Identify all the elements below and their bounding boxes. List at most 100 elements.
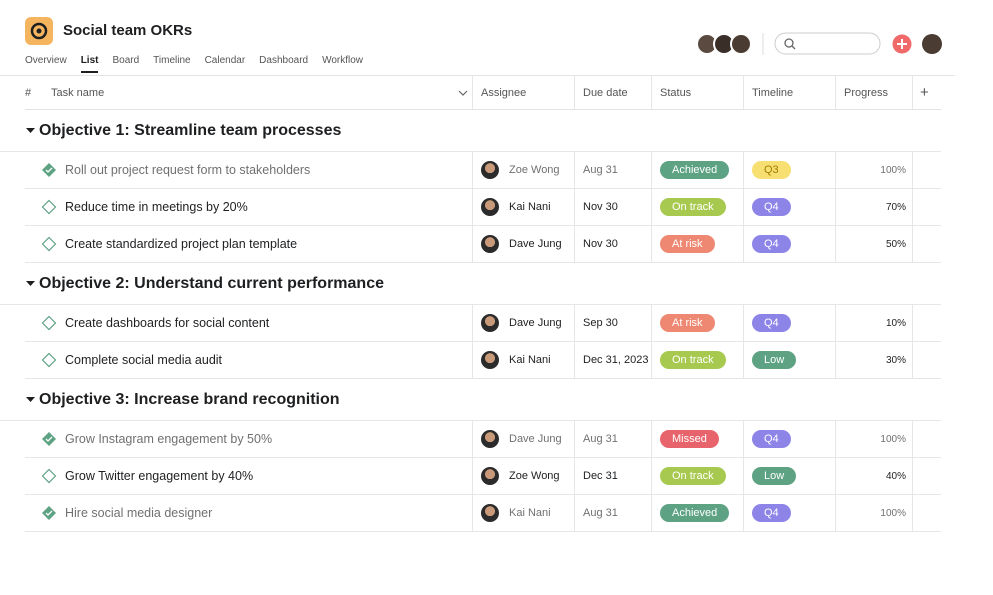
due-date: Dec 31, 2023 <box>575 342 652 378</box>
section-header[interactable]: Objective 3: Increase brand recognition <box>0 379 941 421</box>
assignee-cell: Zoe Wong <box>473 152 575 188</box>
spacer-cell <box>913 152 941 188</box>
completion-diamond[interactable] <box>25 431 65 447</box>
task-row[interactable]: Create standardized project plan templat… <box>25 226 941 263</box>
tab-bar: Overview List Board Timeline Calendar Dashboa… <box>25 55 363 73</box>
progress: 100% <box>836 495 913 531</box>
task-cell: Complete social media audit <box>25 342 473 378</box>
timeline-cell: Low <box>744 342 836 378</box>
task-row[interactable]: Hire social media designer Kai Nani Aug 31… <box>25 495 941 532</box>
status-pill[interactable]: Achieved <box>660 504 730 522</box>
task-cell: Create dashboards for social content <box>25 305 473 341</box>
column-header: # Task name <box>25 76 473 109</box>
spacer-cell <box>913 342 941 378</box>
status-pill[interactable]: At risk <box>660 314 715 332</box>
completion-diamond[interactable] <box>25 505 65 521</box>
completion-diamond[interactable] <box>25 352 65 368</box>
timeline-pill[interactable]: Q4 <box>752 314 791 332</box>
completion-diamond[interactable] <box>25 468 65 484</box>
task-cell: Grow Instagram engagement by 50% <box>25 421 473 457</box>
timeline-pill[interactable]: Q4 <box>752 235 791 253</box>
tab[interactable]: Workflow <box>322 55 364 66</box>
status-pill[interactable]: Missed <box>660 430 719 448</box>
timeline-pill[interactable]: Low <box>752 467 797 485</box>
task-cell: Grow Twitter engagement by 40% <box>25 458 473 494</box>
task-row[interactable]: Complete social media audit Kai Nani Dec 3… <box>25 342 941 379</box>
timeline-pill[interactable]: Low <box>752 351 797 369</box>
task-row[interactable]: Roll out project request form to stakeho… <box>25 152 941 189</box>
section-header[interactable]: Objective 1: Streamline team processes <box>0 110 941 152</box>
spacer-cell <box>913 421 941 457</box>
task-row[interactable]: Grow Instagram engagement by 50% Dave Jun… <box>25 421 941 458</box>
timeline-pill[interactable]: Q3 <box>752 161 791 179</box>
assignee: Dave Jung <box>509 433 562 445</box>
status-cell: At risk <box>652 305 744 341</box>
task-row[interactable]: Create dashboards for social content Dave… <box>25 305 941 342</box>
task-cell: Hire social media designer <box>25 495 473 531</box>
completion-diamond[interactable] <box>25 199 65 215</box>
tab[interactable]: Calendar <box>204 55 246 66</box>
task-row[interactable]: Grow Twitter engagement by 40% Zoe Wong De… <box>25 458 941 495</box>
task-cell: Reduce time in meetings by 20% <box>25 189 473 225</box>
completion-diamond[interactable] <box>25 236 65 252</box>
assignee-cell: Kai Nani <box>473 495 575 531</box>
status-pill[interactable]: On track <box>660 198 726 216</box>
column-header: Due date <box>575 76 652 109</box>
assignee: Kai Nani <box>509 507 551 519</box>
collapse-caret <box>26 127 35 133</box>
completion-diamond[interactable] <box>25 315 65 331</box>
assignee: Dave Jung <box>509 317 562 329</box>
timeline-pill[interactable]: Q4 <box>752 504 791 522</box>
avatar <box>481 235 499 253</box>
assignee-cell: Kai Nani <box>473 189 575 225</box>
progress: 40% <box>836 458 913 494</box>
status-cell: Achieved <box>652 152 744 188</box>
task-name: Grow Twitter engagement by 40% <box>65 469 254 483</box>
search-box[interactable] <box>774 32 881 55</box>
status-pill[interactable]: At risk <box>660 235 715 253</box>
task-row[interactable]: Reduce time in meetings by 20% Kai Nani No… <box>25 189 941 226</box>
status-pill[interactable]: Achieved <box>660 161 730 179</box>
column-header: Timeline <box>744 76 836 109</box>
timeline-cell: Low <box>744 458 836 494</box>
column-header: Task name <box>51 86 105 99</box>
column-header: # <box>25 86 32 99</box>
section-title: Objective 1: Streamline team processes <box>39 121 342 139</box>
timeline-cell: Q4 <box>744 495 836 531</box>
tab[interactable]: Board <box>112 55 140 66</box>
timeline-pill[interactable]: Q4 <box>752 198 791 216</box>
task-name: Create standardized project plan templat… <box>65 237 298 251</box>
tab[interactable]: Timeline <box>153 55 191 66</box>
project-icon <box>25 17 53 45</box>
add-button[interactable] <box>892 34 912 54</box>
progress: 100% <box>836 421 913 457</box>
column-header[interactable]: + <box>920 84 929 101</box>
task-cell: Create standardized project plan templat… <box>25 226 473 262</box>
status-cell: On track <box>652 189 744 225</box>
member-avatars[interactable] <box>696 33 752 55</box>
due-date: Nov 30 <box>575 189 652 225</box>
completion-diamond[interactable] <box>25 162 65 178</box>
tab[interactable]: Overview <box>25 55 67 66</box>
task-name: Reduce time in meetings by 20% <box>65 200 248 214</box>
timeline-cell: Q4 <box>744 421 836 457</box>
timeline-pill[interactable]: Q4 <box>752 430 791 448</box>
assignee-cell: Zoe Wong <box>473 458 575 494</box>
avatar <box>481 504 499 522</box>
timeline-cell: Q3 <box>744 152 836 188</box>
spacer-cell <box>913 458 941 494</box>
task-list: # Task name Assignee Due date Status Timeline… <box>0 76 941 532</box>
status-pill[interactable]: On track <box>660 351 726 369</box>
tab[interactable]: Dashboard <box>259 55 309 66</box>
user-avatar[interactable] <box>922 34 942 54</box>
section-header[interactable]: Objective 2: Understand current performa… <box>0 263 941 305</box>
spacer-cell <box>913 305 941 341</box>
timeline-cell: Q4 <box>744 305 836 341</box>
spacer-cell <box>913 189 941 225</box>
status-pill[interactable]: On track <box>660 467 726 485</box>
status-cell: At risk <box>652 226 744 262</box>
tab[interactable]: List <box>80 55 99 73</box>
assignee-cell: Dave Jung <box>473 305 575 341</box>
column-header: Status <box>652 76 744 109</box>
assignee: Dave Jung <box>509 238 562 250</box>
